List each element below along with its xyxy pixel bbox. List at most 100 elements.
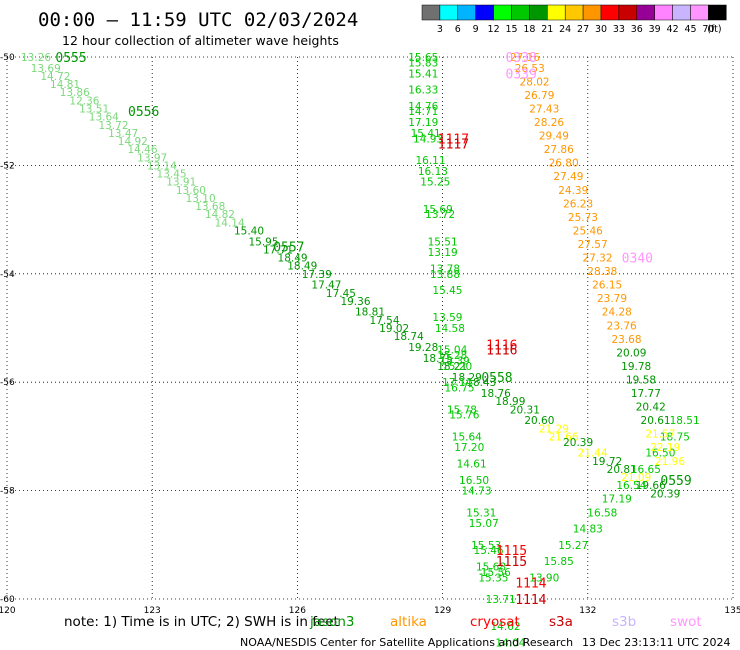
wave-height-label: 26.79	[524, 90, 554, 102]
wave-height-label: 14.81	[50, 79, 80, 91]
wave-height-label: 25.46	[573, 225, 603, 237]
chart-subtitle: 12 hour collection of altimeter wave hei…	[62, 33, 339, 48]
wave-height-label: 23.79	[597, 293, 627, 305]
wave-height-label: 14.82	[205, 209, 235, 221]
axis-tick-labels: 120 123 126 129 132 135 -50 -52 -54 -56 -58 -60	[0, 53, 740, 616]
y-tick-label: -58	[0, 487, 15, 497]
wave-height-label: 13.26	[21, 52, 51, 64]
wave-height-label: 13.90	[529, 572, 559, 584]
wave-height-label: 13.97	[137, 152, 167, 164]
wave-height-label: 14.72	[40, 71, 70, 83]
colorbar-tick-label: 42	[667, 24, 679, 35]
wave-height-label: 23.68	[611, 334, 641, 346]
colorbar-swatch	[457, 4, 476, 21]
satellite-legend-entry: cryosat	[470, 614, 520, 630]
colorbar-tick-label: 36	[631, 24, 643, 35]
colorbar-swatch	[672, 4, 691, 21]
wave-height-label: 18.76	[481, 388, 511, 400]
colorbar-swatch	[618, 4, 638, 21]
wave-height-label: 27.32	[582, 253, 612, 265]
wave-height-label: 15.31	[466, 507, 496, 519]
wave-height-label: 15.40	[234, 225, 264, 237]
wave-height-label: 17.19	[408, 117, 438, 129]
wave-height-label: 17.20	[454, 442, 484, 454]
wave-height-label: 17.14	[442, 377, 472, 389]
colorbar-swatch	[475, 4, 494, 21]
colorbar-swatch	[654, 4, 673, 21]
wave-height-label: 18.74	[394, 331, 424, 343]
wave-height-label: 15.41	[408, 68, 438, 80]
x-tick-label: 123	[144, 606, 161, 616]
track-pass-label: 1117	[438, 138, 469, 153]
wave-height-label: 13.88	[430, 269, 460, 281]
wave-height-label: 15.83	[408, 57, 438, 69]
wave-height-label: 16.50	[645, 448, 675, 460]
wave-height-label: 13.51	[79, 103, 109, 115]
track-pass-label: 1117	[438, 132, 469, 147]
wave-height-label: 20.39	[650, 488, 680, 500]
wave-height-label: 18.81	[355, 307, 385, 319]
y-tick-label: -54	[0, 270, 15, 280]
wave-height-label: 20.81	[607, 464, 637, 476]
wave-height-label: 15.53	[471, 540, 501, 552]
wave-height-label: 27.16	[510, 52, 540, 64]
wave-height-label: 19.72	[592, 456, 622, 468]
track-pass-label: 0556	[128, 105, 159, 120]
colorbar-tick-label: 45	[684, 24, 696, 35]
wave-height-label: 13.71	[486, 594, 516, 606]
satellite-legend-entry: s3a	[549, 614, 573, 630]
wave-height-label: 15.51	[428, 236, 458, 248]
wave-height-label: 19.28	[408, 342, 438, 354]
wave-height-label: 16.13	[418, 166, 448, 178]
track-pass-label: 0557	[273, 241, 304, 256]
grid-lines	[6, 56, 734, 600]
track-pass-label: 0340	[622, 252, 653, 267]
wave-height-label: 18.21	[437, 361, 467, 373]
wave-height-label: 13.64	[89, 112, 119, 124]
wave-height-label: 20.09	[616, 347, 646, 359]
wave-height-label: 17.19	[602, 494, 632, 506]
wave-height-label: 15.78	[447, 404, 477, 416]
wave-height-label: 25.73	[568, 212, 598, 224]
footer-credit: NOAA/NESDIS Center for Satellite Applica…	[240, 636, 573, 649]
wave-height-label: 17.47	[311, 280, 341, 292]
wave-height-label: 16.58	[587, 507, 617, 519]
wave-height-label: 12.36	[69, 95, 99, 107]
wave-height-label: 27.43	[529, 103, 559, 115]
wave-height-label: 19.66	[636, 480, 666, 492]
colorbar-tick-label: 15	[505, 24, 517, 35]
wave-height-label: 13.14	[147, 160, 177, 172]
wave-height-label: 18.49	[287, 261, 317, 273]
wave-height-label: 13.60	[176, 185, 206, 197]
wave-height-label: 14.92	[118, 136, 148, 148]
wave-height-label: 13.91	[166, 177, 196, 189]
wave-height-label: 14.14	[215, 217, 245, 229]
wave-height-label: 15.46	[474, 545, 504, 557]
colorbar-tick-label: 30	[595, 24, 607, 35]
track-pass-label: 0558	[481, 371, 512, 386]
colorbar-swatch	[600, 4, 620, 21]
wave-height-label: 23.76	[607, 320, 637, 332]
x-tick-label: 135	[724, 606, 740, 616]
wave-height-label: 15.41	[411, 128, 441, 140]
wave-height-label: 14.93	[413, 133, 443, 145]
wave-height-label: 20.39	[563, 437, 593, 449]
wave-height-label: 13.72	[98, 120, 128, 132]
footer-timestamp: 13 Dec 23:13:11 UTC 2024	[582, 636, 730, 649]
wave-height-label: 28.02	[520, 76, 550, 88]
wave-height-label: 13.59	[432, 312, 462, 324]
colorbar-swatch	[564, 4, 584, 21]
colorbar-swatch	[636, 4, 655, 21]
wave-height-label: 20.60	[524, 415, 554, 427]
wave-height-label: 19.58	[626, 374, 656, 386]
footer-note: note: 1) Time is in UTC; 2) SWH is in fe…	[64, 614, 339, 630]
colorbar-tick-label: 39	[649, 24, 661, 35]
wave-height-label: 15.69	[423, 204, 453, 216]
x-tick-label: 129	[434, 606, 451, 616]
wave-height-label: 14.76	[408, 101, 438, 113]
wave-height-label: 21.09	[621, 472, 651, 484]
wave-height-label: 14.61	[457, 459, 487, 471]
wave-height-label: 16.75	[445, 383, 475, 395]
wave-height-label: 21.57	[645, 429, 675, 441]
